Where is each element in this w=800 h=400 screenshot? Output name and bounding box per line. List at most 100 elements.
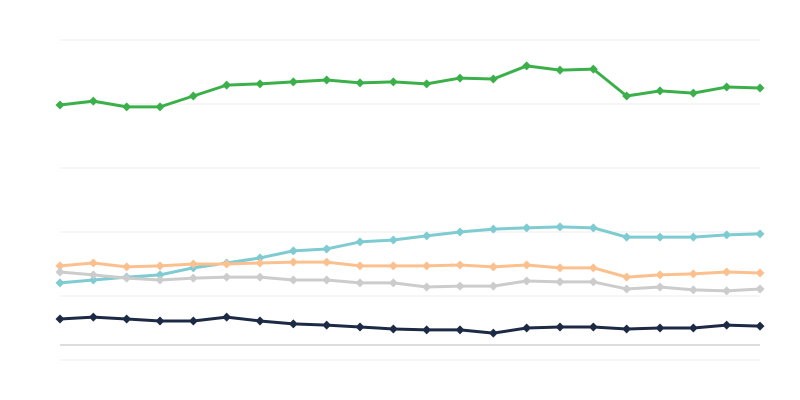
point <box>755 229 765 239</box>
point <box>88 275 98 285</box>
point <box>88 312 98 322</box>
point <box>88 96 98 106</box>
point <box>322 244 332 254</box>
point <box>455 260 465 270</box>
series-line <box>59 315 761 335</box>
point <box>222 312 232 322</box>
point <box>455 73 465 83</box>
point <box>222 259 232 269</box>
point <box>188 273 198 283</box>
point <box>488 224 498 234</box>
point <box>688 232 698 242</box>
point <box>188 259 198 269</box>
point <box>722 267 732 277</box>
point <box>322 75 332 85</box>
point <box>355 322 365 332</box>
point <box>388 324 398 334</box>
point <box>122 314 132 324</box>
point <box>755 268 765 278</box>
point <box>222 272 232 282</box>
point <box>55 261 65 271</box>
point <box>255 253 265 263</box>
point <box>622 232 632 242</box>
point <box>588 277 598 287</box>
point <box>688 285 698 295</box>
point <box>255 316 265 326</box>
point <box>122 273 132 283</box>
point <box>655 282 665 292</box>
point <box>322 257 332 267</box>
point <box>655 86 665 96</box>
series-line <box>59 270 761 293</box>
point <box>355 261 365 271</box>
point <box>588 263 598 273</box>
point <box>455 281 465 291</box>
point <box>422 231 432 241</box>
point <box>155 102 165 112</box>
point <box>622 272 632 282</box>
point <box>388 261 398 271</box>
point <box>722 320 732 330</box>
point <box>55 314 65 324</box>
point <box>688 323 698 333</box>
point <box>355 237 365 247</box>
point <box>455 227 465 237</box>
point <box>122 102 132 112</box>
point <box>122 262 132 272</box>
point <box>288 275 298 285</box>
point <box>188 316 198 326</box>
point <box>488 262 498 272</box>
point <box>155 275 165 285</box>
point <box>355 278 365 288</box>
point <box>255 258 265 268</box>
point <box>288 257 298 267</box>
point <box>288 77 298 87</box>
point <box>422 282 432 292</box>
point <box>555 263 565 273</box>
point <box>555 277 565 287</box>
point <box>655 323 665 333</box>
point <box>655 270 665 280</box>
point <box>622 324 632 334</box>
point <box>288 319 298 329</box>
point <box>188 91 198 101</box>
series-line <box>59 225 761 285</box>
point <box>688 88 698 98</box>
point <box>722 82 732 92</box>
point <box>388 278 398 288</box>
point <box>55 278 65 288</box>
point <box>222 80 232 90</box>
point <box>688 269 698 279</box>
point <box>155 316 165 326</box>
point <box>655 232 665 242</box>
point <box>422 325 432 335</box>
point <box>588 64 598 74</box>
point <box>622 91 632 101</box>
point <box>88 270 98 280</box>
point <box>555 65 565 75</box>
point <box>522 223 532 233</box>
point <box>88 258 98 268</box>
point <box>55 100 65 110</box>
point <box>755 83 765 93</box>
point <box>322 320 332 330</box>
point <box>588 223 598 233</box>
point <box>488 328 498 338</box>
point <box>755 321 765 331</box>
point <box>588 322 598 332</box>
point <box>555 322 565 332</box>
point <box>388 77 398 87</box>
point <box>322 275 332 285</box>
point <box>488 74 498 84</box>
point <box>488 281 498 291</box>
point <box>55 267 65 277</box>
point <box>522 276 532 286</box>
point <box>755 284 765 294</box>
point <box>522 260 532 270</box>
point <box>722 286 732 296</box>
point <box>155 270 165 280</box>
point <box>155 261 165 271</box>
point <box>555 222 565 232</box>
point <box>622 284 632 294</box>
